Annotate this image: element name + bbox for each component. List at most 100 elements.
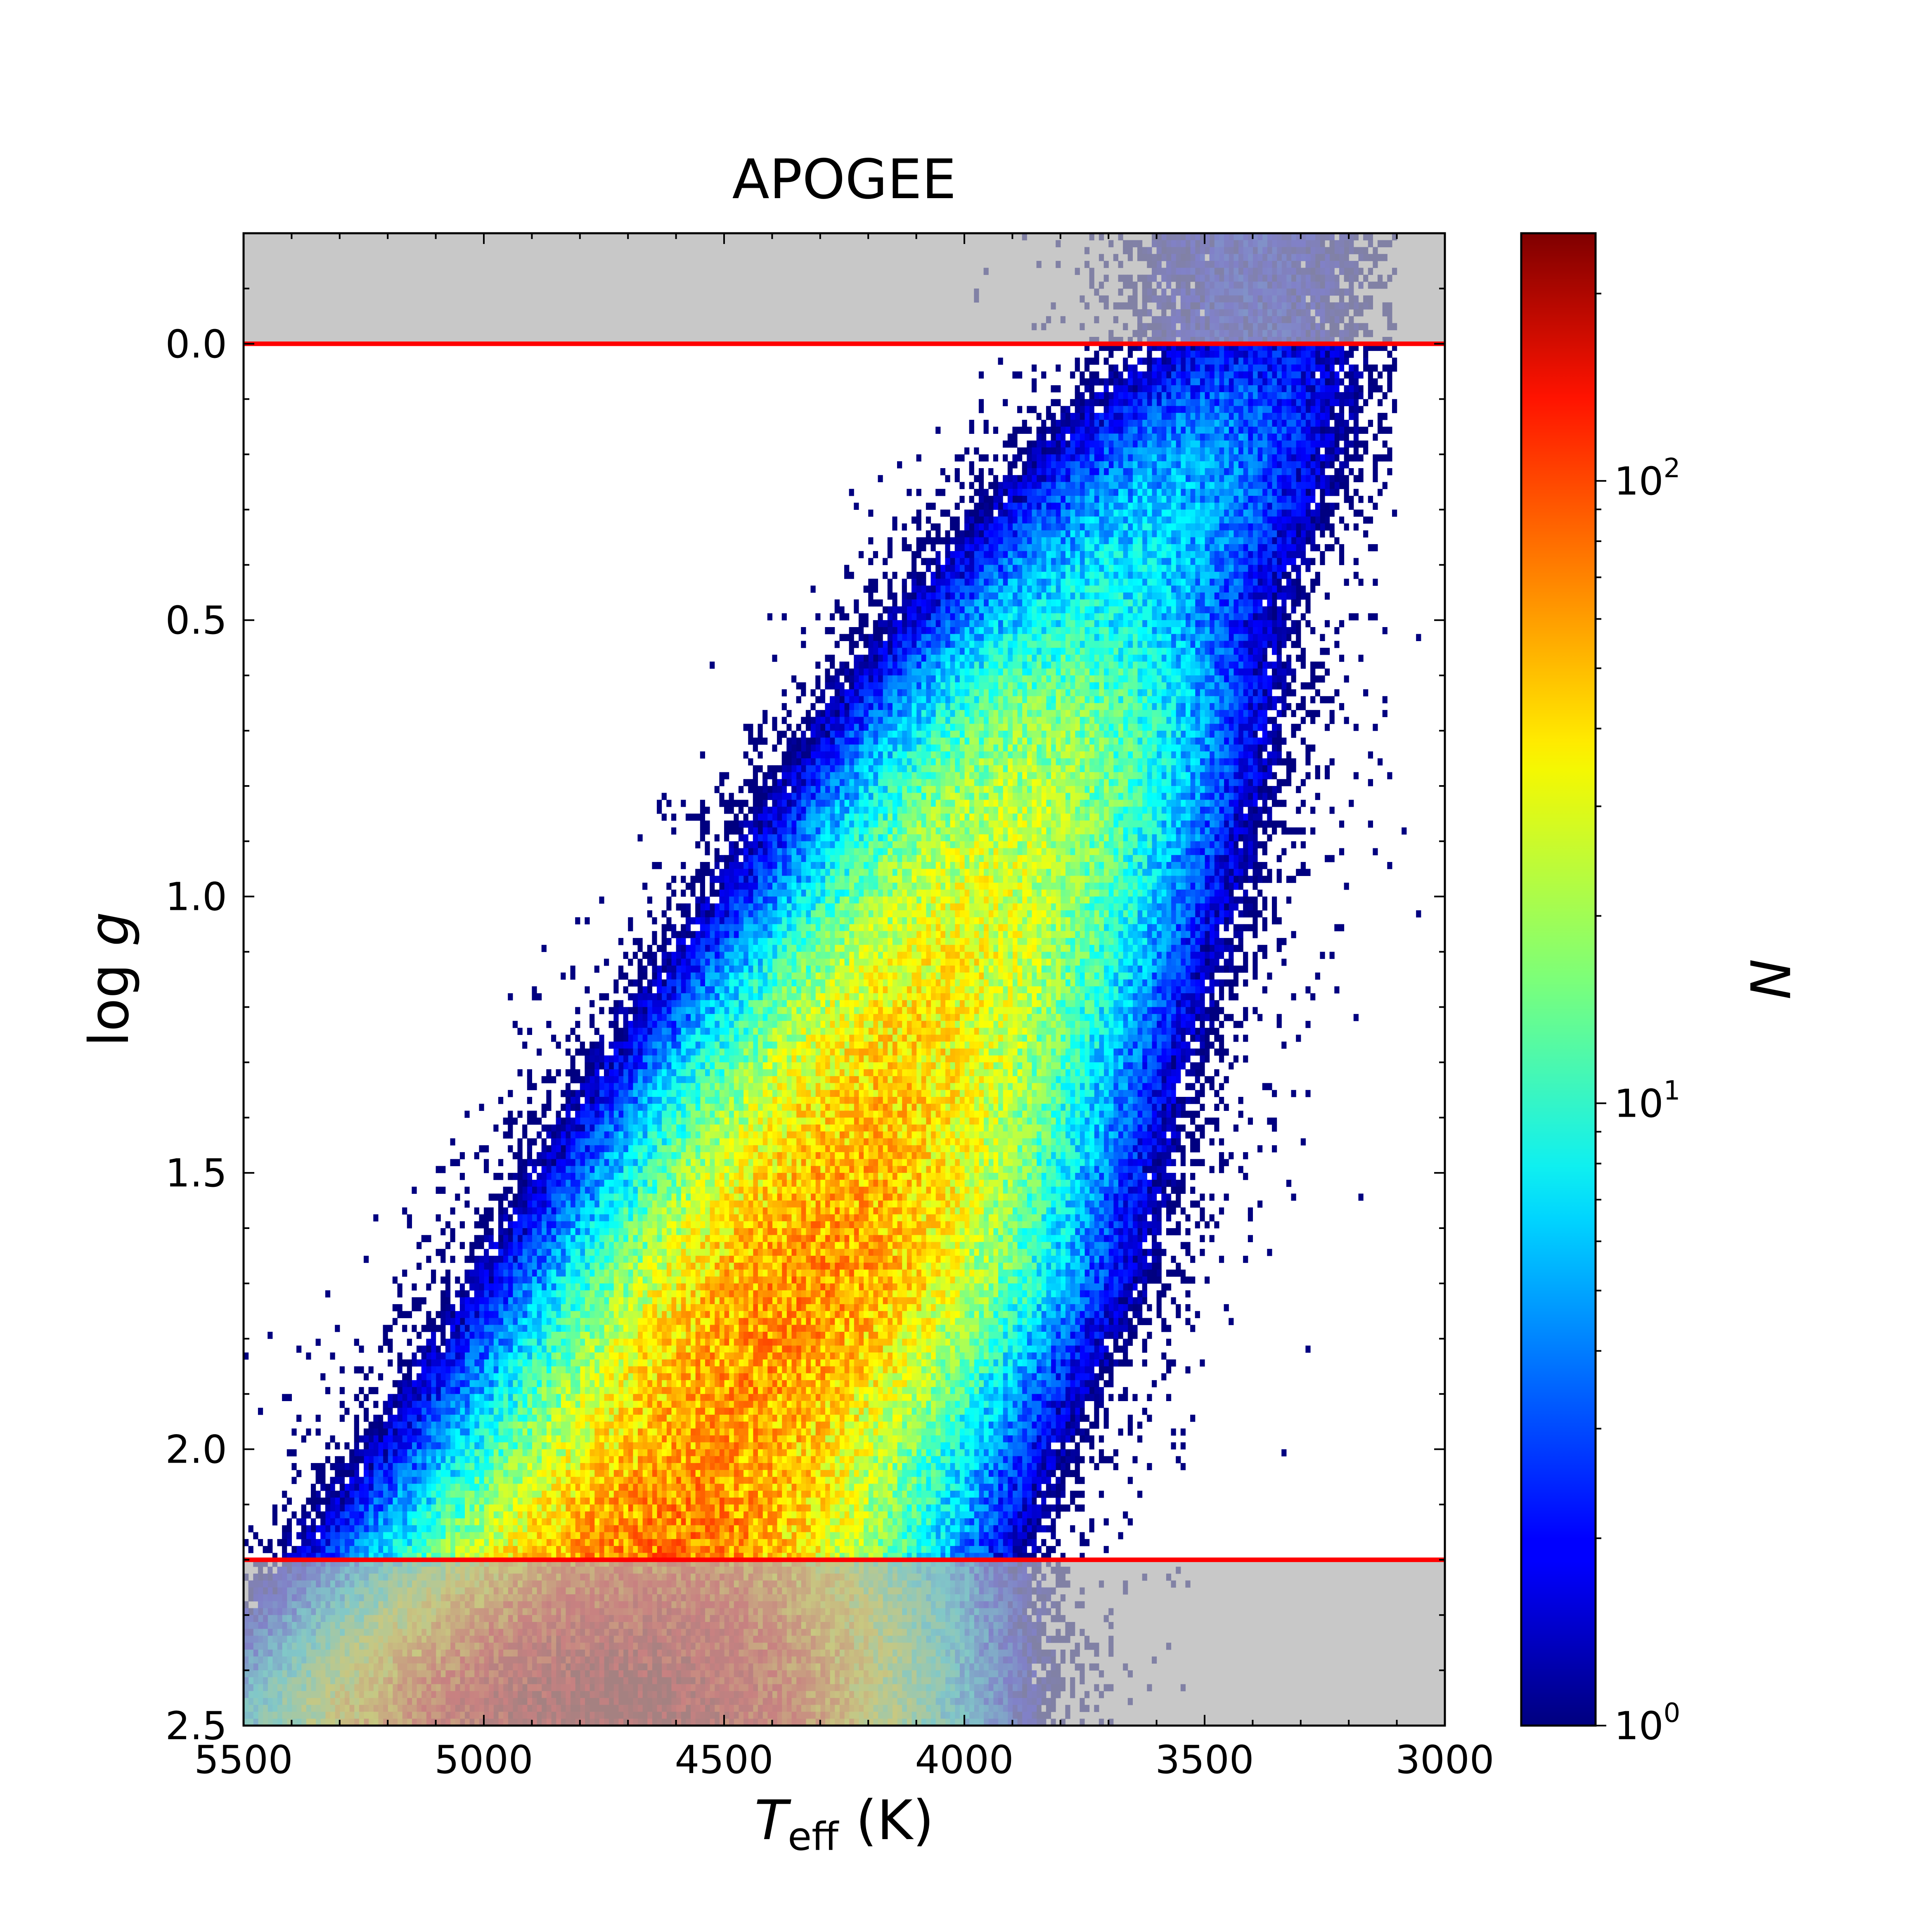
- heatmap-cell: [1036, 648, 1042, 655]
- heatmap-cell: [1123, 482, 1128, 489]
- heatmap-cell: [1171, 696, 1176, 703]
- heatmap-cell: [1147, 350, 1152, 358]
- heatmap-cell: [1089, 661, 1094, 669]
- heatmap-cell: [834, 599, 840, 607]
- heatmap-cell: [1142, 530, 1147, 537]
- heatmap-cell: [1036, 572, 1042, 579]
- heatmap-cell: [1166, 365, 1172, 372]
- heatmap-cell: [1267, 578, 1272, 586]
- heatmap-cell: [1051, 613, 1056, 620]
- heatmap-cell: [868, 641, 874, 648]
- heatmap-cell: [1032, 406, 1037, 413]
- heatmap-cell: [1305, 537, 1311, 545]
- heatmap-cell: [1027, 613, 1032, 620]
- heatmap-cell: [974, 641, 979, 648]
- heatmap-cell: [1257, 537, 1263, 545]
- heatmap-cell: [1262, 468, 1267, 476]
- heatmap-cell: [1281, 627, 1287, 635]
- heatmap-cell: [1205, 634, 1210, 641]
- heatmap-cell: [897, 461, 902, 469]
- heatmap-cell: [1152, 475, 1157, 483]
- heatmap-cell: [1022, 419, 1027, 427]
- heatmap-cell: [1214, 558, 1219, 565]
- heatmap-cell: [902, 627, 907, 635]
- heatmap-cell: [930, 682, 936, 690]
- heatmap-cell: [969, 426, 974, 434]
- heatmap-cell: [1267, 433, 1272, 441]
- heatmap-cell: [959, 689, 965, 696]
- heatmap-cell: [1108, 578, 1114, 586]
- heatmap-cell: [1257, 696, 1263, 703]
- heatmap-cell: [1305, 682, 1311, 690]
- heatmap-cell: [1180, 572, 1186, 579]
- heatmap-cell: [1161, 461, 1167, 469]
- heatmap-cell: [1233, 523, 1238, 531]
- heatmap-cell: [1113, 496, 1118, 503]
- heatmap-cell: [1219, 475, 1224, 483]
- heatmap-cell: [945, 530, 950, 537]
- heatmap-cell: [1022, 537, 1027, 545]
- heatmap-cell: [1190, 606, 1196, 614]
- heatmap-cell: [1118, 661, 1123, 669]
- heatmap-cell: [1132, 496, 1138, 503]
- heatmap-cell: [1185, 475, 1191, 483]
- heatmap-cell: [964, 613, 970, 620]
- heatmap-cell: [1243, 537, 1248, 545]
- heatmap-cell: [1056, 433, 1061, 441]
- heatmap-cell: [1243, 551, 1248, 559]
- heatmap-cell: [1368, 371, 1373, 379]
- heatmap-cell: [1041, 440, 1046, 448]
- heatmap-cell: [959, 454, 965, 462]
- heatmap-cell: [1075, 530, 1080, 537]
- heatmap-cell: [930, 648, 936, 655]
- heatmap-cell: [1171, 419, 1176, 427]
- heatmap-cell: [1094, 530, 1099, 537]
- heatmap-cell: [1296, 516, 1301, 524]
- heatmap-cell: [1161, 433, 1167, 441]
- heatmap-cell: [1152, 406, 1157, 413]
- heatmap-cell: [1142, 627, 1147, 635]
- heatmap-cell: [1195, 489, 1200, 496]
- heatmap-cell: [1349, 413, 1354, 420]
- heatmap-cell: [1185, 433, 1191, 441]
- heatmap-cell: [954, 606, 960, 614]
- heatmap-cell: [926, 654, 931, 662]
- heatmap-cell: [1243, 641, 1248, 648]
- heatmap-cell: [1368, 365, 1373, 372]
- heatmap-cell: [1103, 592, 1109, 600]
- heatmap-cell: [1147, 426, 1152, 434]
- heatmap-cell: [1036, 440, 1042, 448]
- heatmap-cell: [1094, 675, 1099, 683]
- heatmap-cell: [1166, 634, 1172, 641]
- heatmap-cell: [1012, 551, 1018, 559]
- heatmap-cell: [1027, 537, 1032, 545]
- heatmap-cell: [1281, 475, 1287, 483]
- heatmap-cell: [1003, 489, 1008, 496]
- heatmap-cell: [1272, 385, 1277, 393]
- heatmap-cell: [1214, 641, 1219, 648]
- heatmap-cell: [988, 620, 994, 627]
- heatmap-cell: [1113, 523, 1118, 531]
- heatmap-cell: [1233, 606, 1238, 614]
- heatmap-cell: [1325, 378, 1330, 386]
- heatmap-cell: [849, 648, 854, 655]
- heatmap-cell: [1123, 585, 1128, 593]
- heatmap-cell: [1056, 648, 1061, 655]
- heatmap-cell: [1353, 572, 1359, 579]
- heatmap-cell: [1300, 516, 1306, 524]
- heatmap-cell: [1099, 606, 1104, 614]
- heatmap-cell: [1142, 592, 1147, 600]
- heatmap-cell: [1070, 565, 1075, 572]
- heatmap-cell: [1195, 413, 1200, 420]
- heatmap-cell: [1108, 648, 1114, 655]
- heatmap-cell: [1065, 627, 1070, 635]
- heatmap-cell: [1132, 523, 1138, 531]
- heatmap-cell: [1190, 537, 1196, 545]
- heatmap-cell: [1060, 578, 1065, 586]
- heatmap-cell: [1089, 509, 1094, 517]
- heatmap-cell: [1080, 682, 1085, 690]
- heatmap-cell: [892, 634, 897, 641]
- heatmap-cell: [1041, 668, 1046, 676]
- heatmap-cell: [1108, 413, 1114, 420]
- heatmap-cell: [1142, 696, 1147, 703]
